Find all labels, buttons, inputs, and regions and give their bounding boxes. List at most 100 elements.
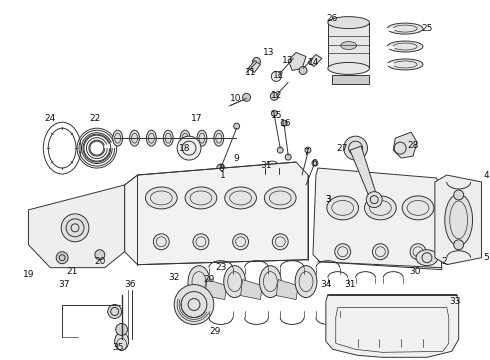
Polygon shape [435, 175, 482, 265]
Text: 13: 13 [263, 48, 274, 57]
Text: 1: 1 [220, 171, 225, 180]
Polygon shape [248, 60, 260, 72]
Text: 14: 14 [308, 58, 319, 67]
Ellipse shape [113, 130, 122, 146]
Circle shape [56, 252, 68, 264]
Ellipse shape [327, 196, 359, 220]
Text: 31: 31 [261, 161, 272, 170]
Circle shape [234, 123, 240, 129]
Circle shape [281, 120, 287, 126]
Text: 4: 4 [484, 171, 489, 180]
Polygon shape [326, 294, 459, 357]
Ellipse shape [365, 196, 396, 220]
Ellipse shape [295, 266, 317, 298]
Circle shape [193, 234, 209, 250]
Text: 7: 7 [303, 148, 309, 157]
Ellipse shape [185, 187, 217, 209]
Ellipse shape [129, 130, 140, 146]
Polygon shape [205, 280, 227, 300]
Circle shape [116, 323, 127, 336]
Text: 23: 23 [215, 263, 226, 272]
Circle shape [335, 244, 351, 260]
Text: 25: 25 [421, 24, 433, 33]
Circle shape [343, 136, 368, 160]
Text: 3: 3 [325, 195, 331, 204]
Polygon shape [288, 53, 306, 71]
Text: 32: 32 [169, 273, 180, 282]
Circle shape [299, 67, 307, 75]
Circle shape [217, 164, 225, 172]
Ellipse shape [259, 266, 281, 298]
Text: 3: 3 [325, 195, 331, 204]
Ellipse shape [265, 187, 296, 209]
Circle shape [271, 110, 277, 116]
Circle shape [271, 71, 281, 81]
Text: 5: 5 [484, 253, 490, 262]
Text: 35: 35 [112, 343, 123, 352]
Text: 28: 28 [407, 141, 419, 150]
Circle shape [277, 147, 283, 153]
Text: 11: 11 [245, 68, 256, 77]
Text: 22: 22 [89, 114, 100, 123]
Text: 27: 27 [336, 144, 347, 153]
Ellipse shape [445, 194, 472, 246]
Circle shape [174, 285, 214, 324]
Text: 2: 2 [441, 257, 446, 266]
Text: 26: 26 [326, 14, 338, 23]
Ellipse shape [147, 130, 156, 146]
Text: 13: 13 [282, 56, 294, 65]
Text: 21: 21 [66, 267, 78, 276]
Ellipse shape [387, 23, 423, 34]
Text: 10: 10 [230, 94, 242, 103]
Text: 33: 33 [449, 297, 461, 306]
Circle shape [454, 190, 464, 200]
Text: 9: 9 [234, 154, 240, 163]
Circle shape [61, 214, 89, 242]
Circle shape [305, 147, 311, 153]
Polygon shape [276, 280, 298, 300]
Bar [328, 23, 369, 68]
Ellipse shape [416, 250, 438, 266]
Circle shape [108, 305, 122, 319]
Polygon shape [308, 54, 322, 67]
Ellipse shape [224, 266, 245, 298]
Circle shape [454, 240, 464, 250]
Ellipse shape [402, 196, 434, 220]
Ellipse shape [115, 332, 128, 350]
Bar [332, 75, 369, 84]
Ellipse shape [197, 130, 207, 146]
Ellipse shape [225, 187, 256, 209]
Text: 30: 30 [409, 267, 421, 276]
Polygon shape [124, 162, 308, 265]
Text: 17: 17 [191, 114, 203, 123]
Text: 16: 16 [280, 119, 292, 128]
Text: 19: 19 [23, 270, 34, 279]
Text: 31: 31 [344, 280, 355, 289]
Text: 36: 36 [124, 280, 135, 289]
Text: 12: 12 [270, 91, 282, 100]
Ellipse shape [387, 59, 423, 70]
Polygon shape [241, 280, 263, 300]
Ellipse shape [188, 266, 210, 298]
Text: 29: 29 [203, 275, 215, 284]
Ellipse shape [163, 130, 173, 146]
Ellipse shape [180, 130, 190, 146]
Circle shape [272, 234, 288, 250]
Circle shape [410, 244, 426, 260]
Ellipse shape [214, 130, 224, 146]
Text: 15: 15 [270, 111, 282, 120]
Text: 29: 29 [209, 327, 220, 336]
Circle shape [372, 244, 388, 260]
Circle shape [177, 136, 201, 160]
Text: 18: 18 [179, 144, 191, 153]
Text: 37: 37 [58, 280, 70, 289]
Text: 8: 8 [218, 163, 223, 172]
Circle shape [252, 58, 260, 66]
Ellipse shape [146, 187, 177, 209]
Circle shape [270, 92, 278, 100]
Text: 34: 34 [320, 280, 332, 289]
Polygon shape [313, 168, 442, 270]
Ellipse shape [328, 62, 369, 75]
Circle shape [233, 234, 248, 250]
Ellipse shape [328, 17, 369, 28]
